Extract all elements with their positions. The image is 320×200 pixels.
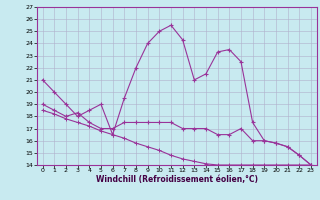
X-axis label: Windchill (Refroidissement éolien,°C): Windchill (Refroidissement éolien,°C) [96,175,258,184]
